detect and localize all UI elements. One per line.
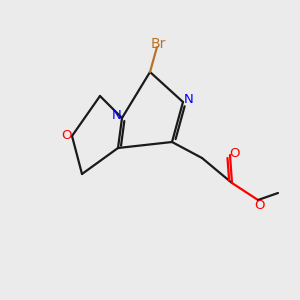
Text: O: O <box>61 129 71 142</box>
Text: Br: Br <box>151 37 166 51</box>
Text: N: N <box>112 109 122 122</box>
Text: N: N <box>184 93 194 106</box>
Text: O: O <box>254 199 265 212</box>
Text: O: O <box>230 147 240 160</box>
